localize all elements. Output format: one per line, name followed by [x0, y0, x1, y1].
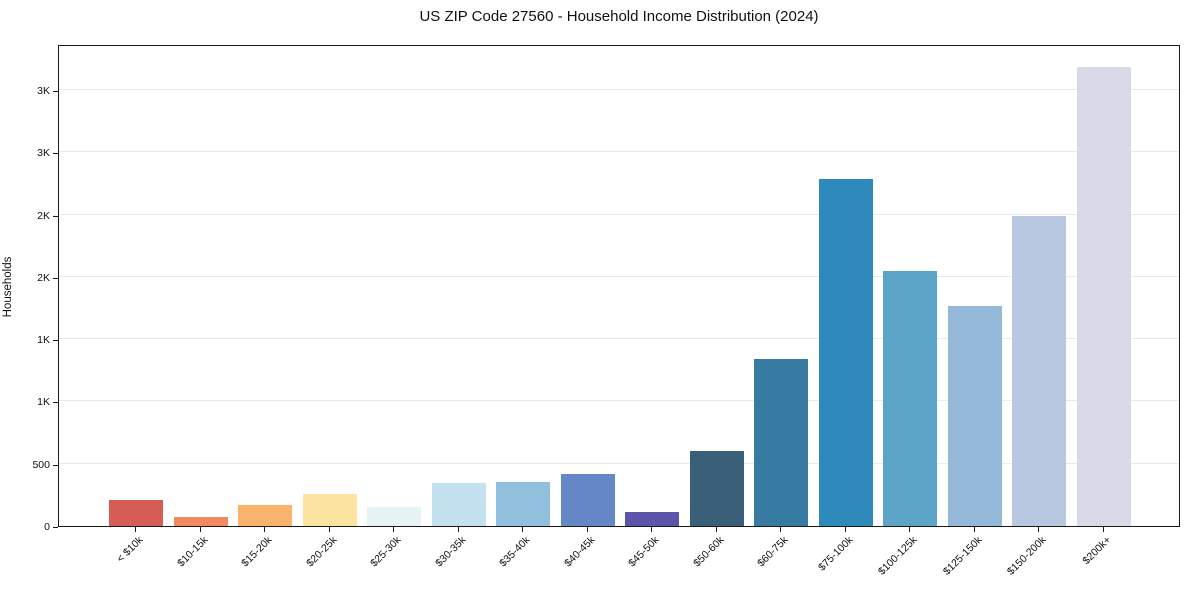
y-tick-label: 2K: [37, 271, 50, 284]
gridline-2K: [59, 213, 1179, 215]
y-tick-mark: [53, 153, 58, 154]
x-tick-mark: [329, 527, 330, 532]
bar-$35-40k: [496, 482, 551, 526]
x-tick-mark: [522, 527, 523, 532]
bar-$40-45k: [560, 474, 615, 526]
bar-$50-60k: [689, 451, 744, 526]
bar-< $10k: [109, 500, 163, 526]
x-tick-mark: [458, 527, 459, 532]
x-tick-mark: [264, 527, 265, 532]
bar-$30-35k: [431, 483, 486, 526]
y-tick-label: 0: [44, 521, 50, 533]
y-tick-mark: [53, 340, 58, 341]
x-tick-mark: [587, 527, 588, 532]
y-tick-mark: [53, 527, 58, 528]
bar-$25-30k: [367, 507, 422, 526]
y-tick-label: 1K: [37, 334, 50, 347]
bar-$125-150k: [947, 306, 1002, 526]
bar-$60-75k: [754, 359, 809, 526]
x-tick-mark: [780, 527, 781, 532]
bar-$10-15k: [173, 517, 228, 526]
y-tick-label: 500: [32, 458, 50, 471]
x-tick-mark: [974, 527, 975, 532]
bar-$15-20k: [238, 505, 293, 526]
x-tick-mark: [716, 527, 717, 532]
x-tick-mark: [651, 527, 652, 532]
y-tick-label: 3K: [37, 147, 50, 160]
y-tick-mark: [53, 278, 58, 279]
bar-$75-100k: [818, 179, 873, 526]
x-tick-mark: [1038, 527, 1039, 532]
x-tick-mark: [909, 527, 910, 532]
y-tick-label: 2K: [37, 209, 50, 222]
gridline-500: [59, 462, 1179, 464]
bar-$200k+: [1077, 67, 1131, 526]
x-tick-mark: [200, 527, 201, 532]
x-tick-mark: [393, 527, 394, 532]
gridline-1K: [59, 400, 1179, 402]
gridline-3K: [59, 89, 1179, 91]
x-tick-mark: [1103, 527, 1104, 532]
chart-title: US ZIP Code 27560 - Household Income Dis…: [419, 8, 819, 25]
bar-$20-25k: [302, 494, 357, 526]
y-tick-label: 1K: [37, 396, 50, 409]
x-tick-mark: [135, 527, 136, 532]
y-tick-label: 3K: [37, 85, 50, 98]
y-tick-mark: [53, 402, 58, 403]
y-tick-mark: [53, 91, 58, 92]
y-tick-mark: [53, 465, 58, 466]
gridline-1K: [59, 338, 1179, 340]
x-tick-mark: [845, 527, 846, 532]
x-tick-label: < $10k: [114, 534, 146, 565]
y-tick-mark: [53, 216, 58, 217]
y-axis-label: Households: [2, 256, 14, 318]
gridline-2K: [59, 275, 1179, 277]
bar-$100-125k: [883, 270, 938, 526]
gridline-3K: [59, 151, 1179, 153]
bar-$45-50k: [625, 511, 680, 526]
bar-$150-200k: [1012, 215, 1067, 526]
plot-area: [58, 45, 1180, 527]
